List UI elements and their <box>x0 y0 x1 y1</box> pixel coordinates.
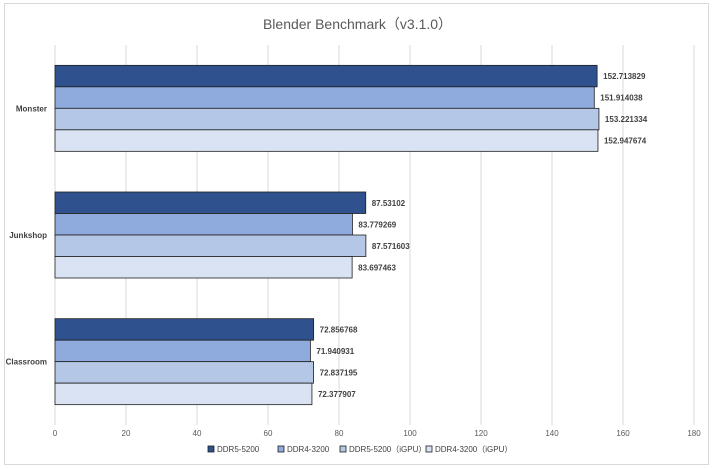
data-label: 72.856768 <box>320 325 358 334</box>
data-label: 72.377907 <box>318 390 356 399</box>
x-tick-label: 80 <box>335 429 344 438</box>
bar <box>54 256 353 279</box>
legend-swatch <box>207 445 215 453</box>
legend-label: DDR4-3200 <box>287 445 330 454</box>
data-label: 152.713829 <box>603 72 646 81</box>
data-label: 71.940931 <box>316 347 354 356</box>
category-label: Classroom <box>6 358 47 367</box>
chart-frame <box>4 3 709 465</box>
x-tick-label: 40 <box>193 429 202 438</box>
data-label: 151.914038 <box>600 94 643 103</box>
data-label: 152.947674 <box>604 137 647 146</box>
bar <box>54 107 600 131</box>
x-tick-label: 60 <box>264 429 273 438</box>
legend-swatch <box>339 445 347 453</box>
x-tick-label: 120 <box>474 429 488 438</box>
bar <box>54 129 599 152</box>
category-label: Junkshop <box>9 231 47 240</box>
bar <box>54 64 598 88</box>
bar <box>54 86 595 109</box>
data-label: 72.837195 <box>320 368 358 377</box>
legend-swatch <box>277 445 285 453</box>
x-tick-label: 160 <box>616 429 630 438</box>
bar <box>54 339 311 363</box>
bar <box>54 234 367 257</box>
bar <box>54 382 313 406</box>
legend-label: DDR5-5200（iGPU） <box>349 445 426 454</box>
data-label: 153.221334 <box>605 115 648 124</box>
legend-label: DDR4-3200（iGPU） <box>435 445 512 454</box>
x-tick-label: 100 <box>403 429 417 438</box>
x-tick-label: 0 <box>53 429 58 438</box>
x-tick-label: 180 <box>687 429 701 438</box>
bar <box>54 213 353 236</box>
chart-title: Blender Benchmark（v3.1.0） <box>262 16 453 32</box>
data-label: 87.571603 <box>372 242 410 251</box>
x-tick-label: 20 <box>122 429 131 438</box>
data-label: 83.779269 <box>358 220 396 229</box>
data-label: 87.53102 <box>372 199 406 208</box>
bar <box>54 361 314 384</box>
data-label: 83.697463 <box>358 263 396 272</box>
x-tick-label: 140 <box>545 429 559 438</box>
category-label: Monster <box>16 104 47 113</box>
legend-label: DDR5-5200 <box>217 445 260 454</box>
bar <box>54 318 315 341</box>
legend-swatch <box>425 445 433 453</box>
bar <box>54 191 367 214</box>
